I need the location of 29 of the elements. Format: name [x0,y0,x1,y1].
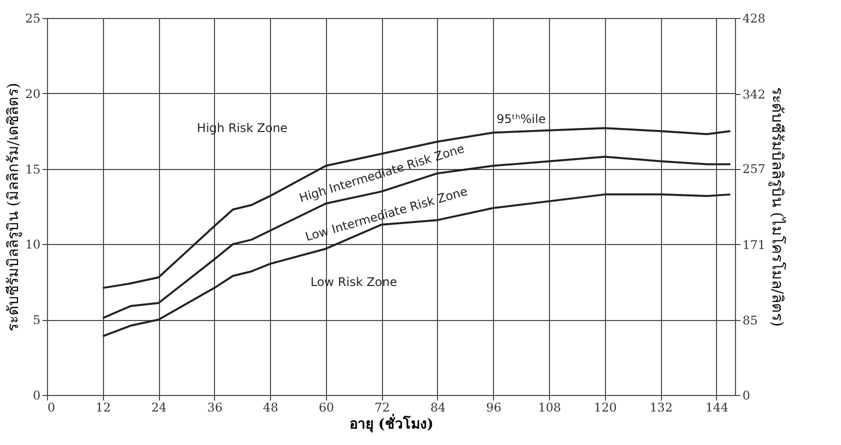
y2-tick-label: 257 [742,162,766,176]
annotation: 95ᵗʰ%ile [496,112,546,126]
y2-tick-label: 0 [742,388,750,402]
y2-tick-label: 428 [742,12,766,26]
y2-tick-label: 342 [742,87,766,102]
y2-tick-label: 85 [742,314,758,328]
x-tick-label: 0 [48,400,56,414]
y-tick-label: 25 [25,12,40,26]
x-tick-label: 84 [430,400,446,414]
x-axis-title: อายุ (ชั่วโมง) [349,414,434,432]
x-tick-label: 132 [650,400,673,414]
y-tick-label: 0 [32,388,40,402]
y-axis-title: ระดับซีรัมบิลลิรูบิน (มิลลิกรัม/เดซิลิตร) [4,82,22,332]
y2-axis-title: ระดับซีรัมบิลลิรูบิน (ไมโครโมล/ลิตร) [768,87,786,327]
y-tick-label: 5 [32,313,40,328]
x-tick-label: 36 [207,400,222,414]
x-tick-label: 12 [96,400,111,414]
x-tick-label: 60 [318,400,334,414]
y2-tick-label: 171 [742,238,766,252]
x-tick-label: 108 [538,400,562,414]
x-tick-label: 72 [374,400,390,414]
y-tick-label: 15 [25,162,40,176]
y-tick-label: 10 [25,238,40,252]
x-tick-label: 120 [594,400,617,414]
x-tick-label: 96 [486,400,502,414]
x-tick-label: 24 [151,400,168,414]
x-tick-label: 48 [262,400,278,414]
x-tick-label: 144 [705,400,729,414]
y-tick-label: 20 [25,86,40,101]
